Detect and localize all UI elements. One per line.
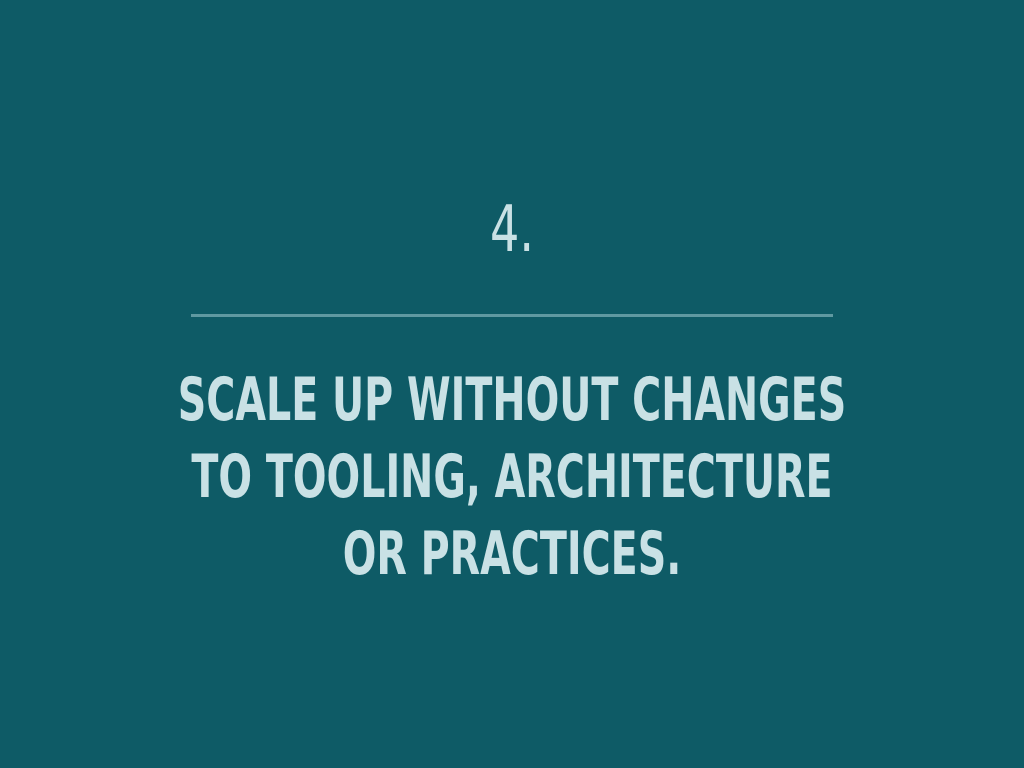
slide-number: 4. xyxy=(490,193,534,267)
statement-line-3: OR PRACTICES. xyxy=(342,519,682,589)
statement-line-2: TO TOOLING, ARCHITECTURE xyxy=(191,442,833,512)
slide-statement: SCALE UP WITHOUT CHANGES TO TOOLING, ARC… xyxy=(174,362,850,593)
statement-line-1: SCALE UP WITHOUT CHANGES xyxy=(177,365,847,435)
divider-line xyxy=(191,314,833,317)
